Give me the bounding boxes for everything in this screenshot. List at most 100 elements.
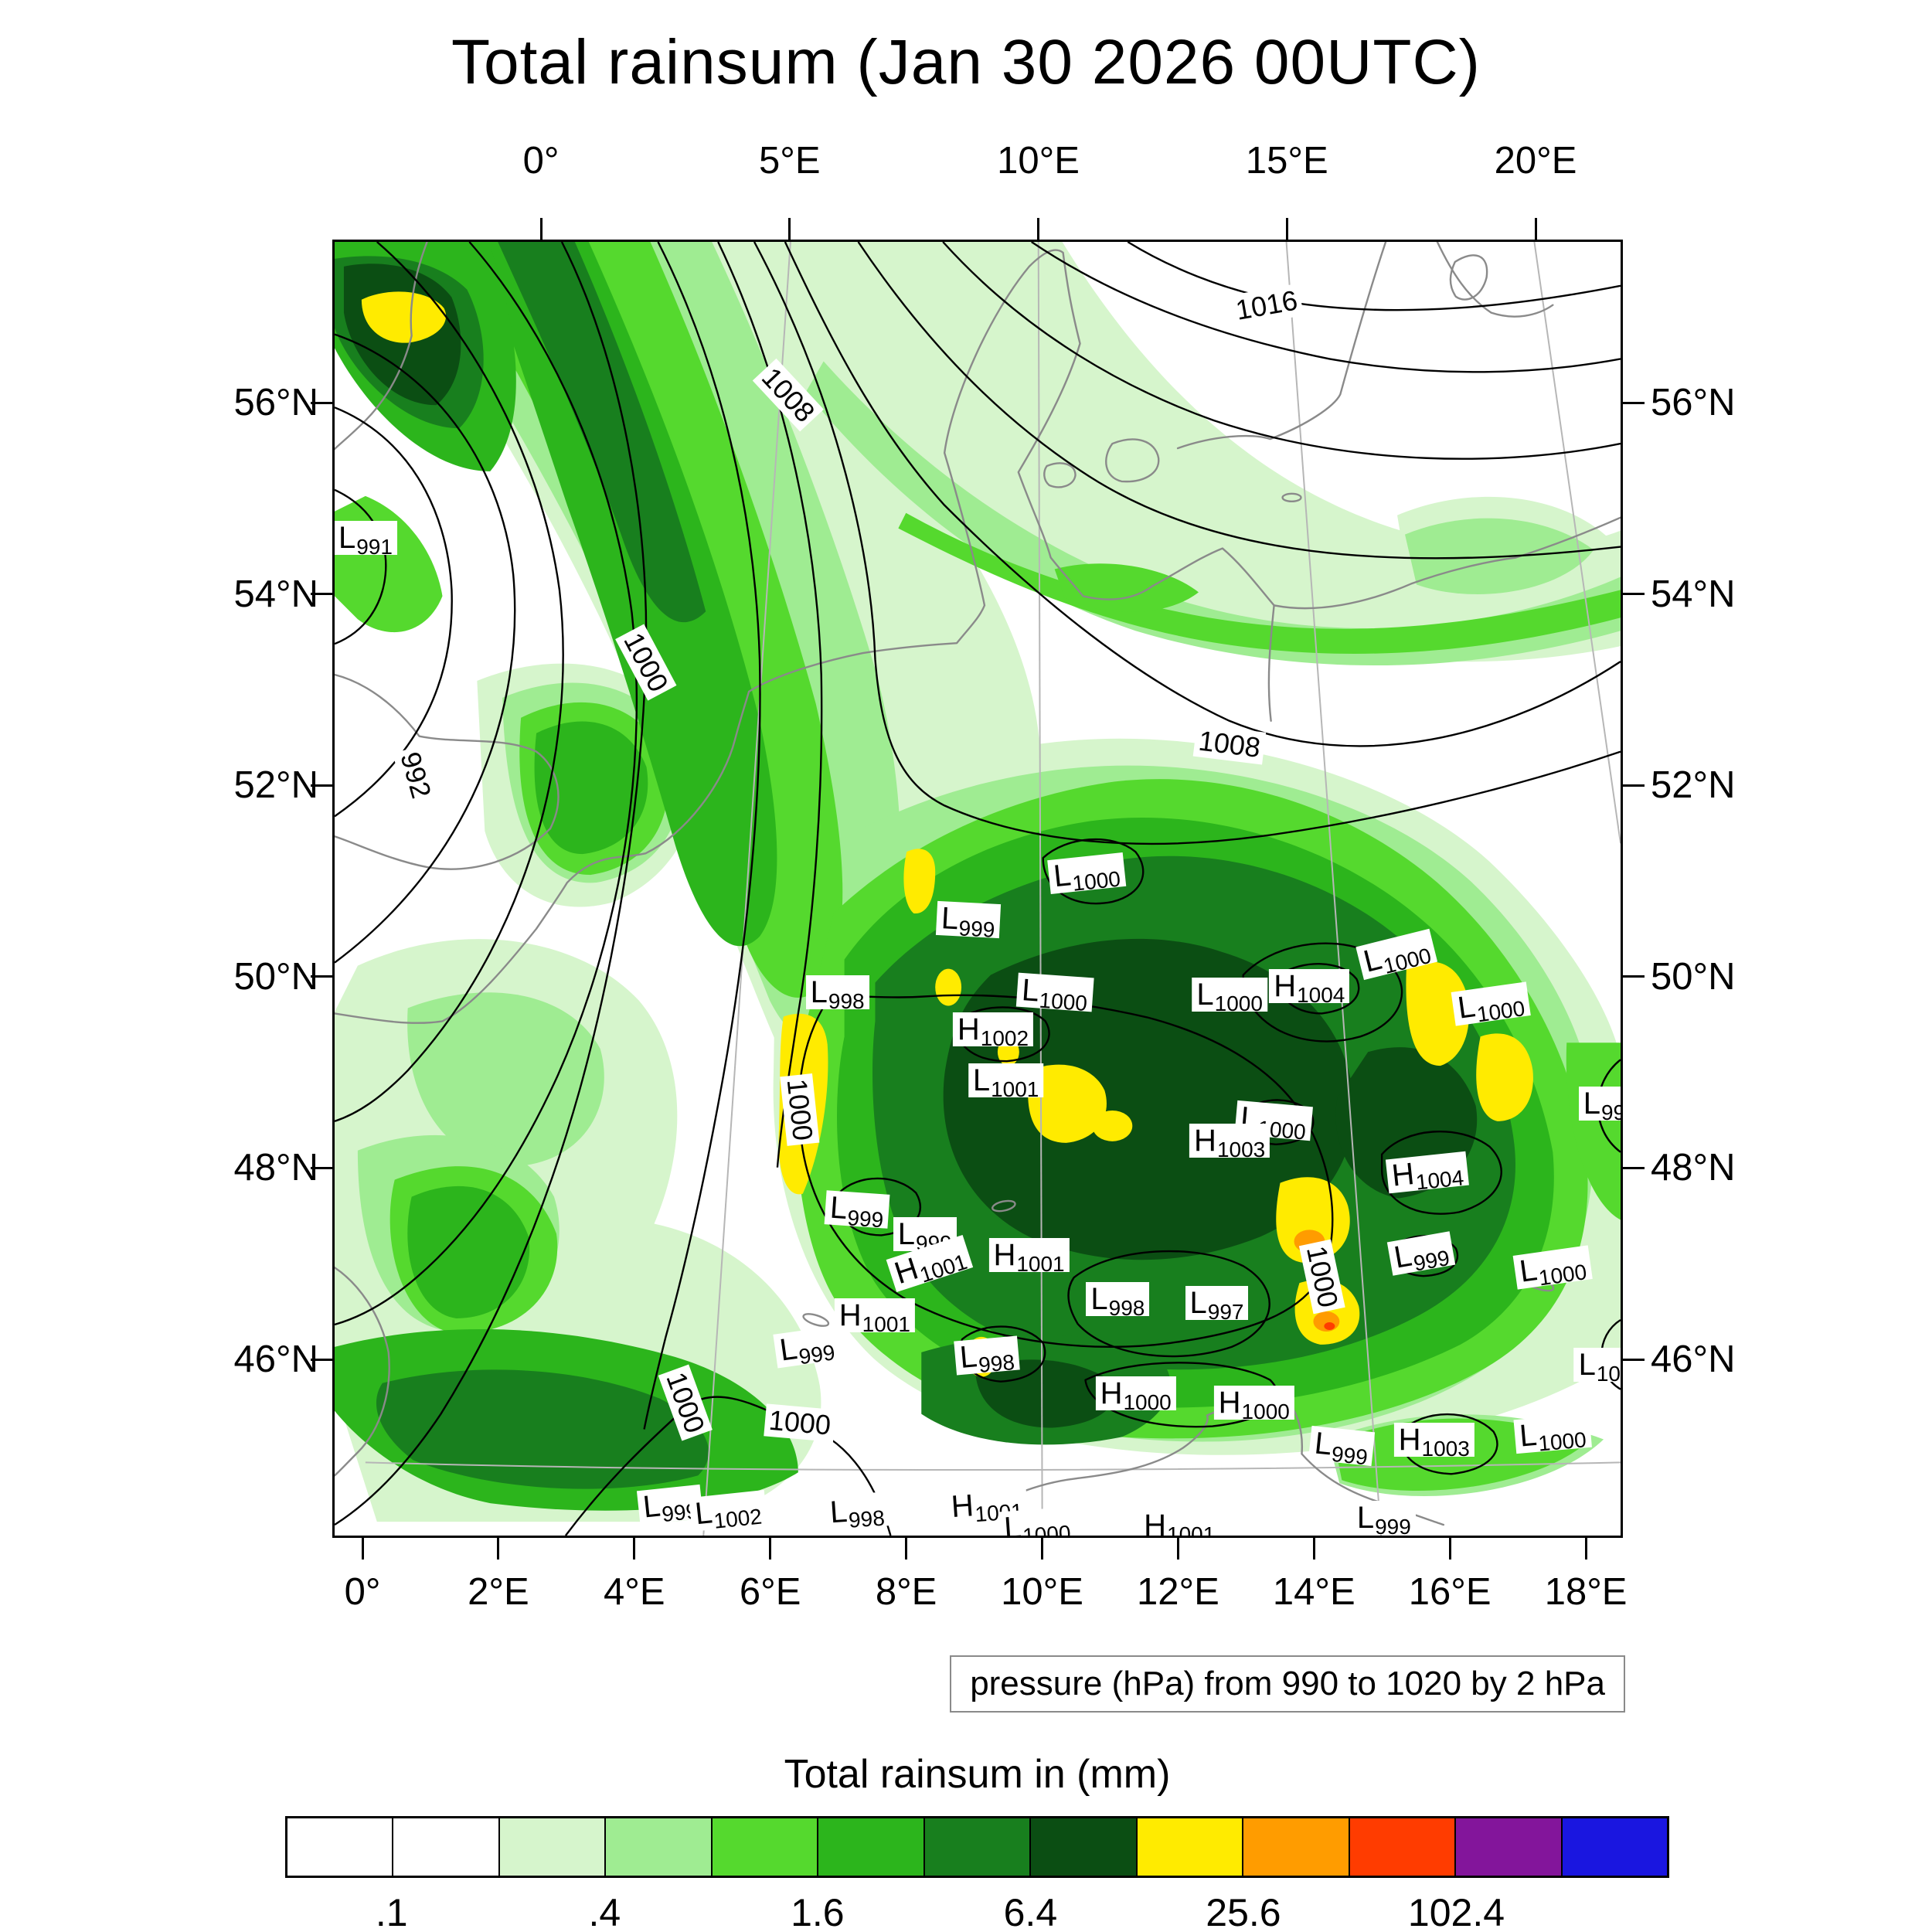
pressure-center-letter: L [810, 975, 828, 1009]
pressure-center-letter: H [1144, 1508, 1167, 1538]
pressure-center-label: L999 [1308, 1426, 1375, 1470]
colorbar-tick-label: .4 [588, 1891, 621, 1932]
axis-tick-right [1623, 784, 1645, 787]
axis-tick-left [311, 593, 332, 596]
pressure-center-label: L1000 [1192, 978, 1267, 1016]
axis-tick-label-right: 46°N [1651, 1338, 1736, 1380]
axis-tick-label-bottom: 0° [344, 1571, 381, 1613]
axis-tick-top [788, 218, 791, 240]
pressure-center-letter: L [1090, 1281, 1108, 1316]
colorbar-segment [604, 1818, 711, 1876]
axis-tick-right [1623, 1358, 1645, 1361]
pressure-center-value: 1000 [1214, 992, 1263, 1016]
axis-tick-label-top: 20°E [1494, 140, 1577, 182]
pressure-center-label: L998 [824, 1492, 889, 1532]
pressure-note-box: pressure (hPa) from 990 to 1020 by 2 hPa [950, 1655, 1625, 1713]
pressure-center-label: L998 [1086, 1281, 1150, 1318]
pressure-center-label: L998 [953, 1335, 1020, 1378]
pressure-center-label: L999 [1352, 1500, 1416, 1536]
axis-tick-left [311, 1358, 332, 1361]
pressure-center-letter: L [1356, 1500, 1375, 1535]
pressure-center-value: 999 [797, 1339, 837, 1369]
pressure-center-label: L997 [1185, 1285, 1249, 1322]
colorbar-segment [1348, 1818, 1455, 1876]
pressure-center-label: H1003 [1189, 1124, 1270, 1161]
pressure-center-value: 1004 [1414, 1165, 1466, 1195]
pressure-center-letter: H [993, 1237, 1016, 1272]
pressure-center-label: H1000 [1213, 1385, 1294, 1423]
pressure-center-value: 998 [828, 988, 865, 1013]
pressure-center-label: L999 [936, 901, 1002, 942]
colorbar-tick-label: .1 [375, 1891, 408, 1932]
colorbar-segment [1454, 1818, 1561, 1876]
pressure-center-value: 998 [977, 1350, 1015, 1378]
pressure-center-letter: H [838, 1298, 862, 1333]
axis-tick-label-right: 54°N [1651, 573, 1736, 615]
pressure-center-letter: H [1274, 968, 1297, 1003]
pressure-center-letter: L [1196, 978, 1214, 1012]
axis-tick-label-bottom: 4°E [604, 1571, 665, 1613]
axis-tick-label-right: 50°N [1651, 955, 1736, 998]
pressure-center-letter: H [1100, 1376, 1123, 1410]
pressure-center-letter: L [1583, 1086, 1600, 1121]
axis-tick-label-bottom: 18°E [1544, 1571, 1628, 1613]
colorbar-segment [817, 1818, 923, 1876]
colorbar-tick-label: 25.6 [1206, 1891, 1281, 1932]
pressure-center-label: L1000 [1015, 972, 1094, 1015]
colorbar-tick-label: 1.6 [791, 1891, 845, 1932]
axis-tick-label-bottom: 16°E [1408, 1571, 1492, 1613]
colorbar [285, 1816, 1669, 1878]
pressure-center-letter: L [641, 1488, 662, 1525]
axis-tick-label-top: 5°E [758, 140, 821, 182]
axis-tick-label-bottom: 8°E [875, 1571, 937, 1613]
axis-tick-left [311, 784, 332, 787]
axis-tick-bottom [1176, 1538, 1179, 1560]
axis-tick-label-right: 48°N [1651, 1147, 1736, 1189]
pressure-center-letter: L [1189, 1285, 1207, 1320]
colorbar-segment [923, 1818, 1030, 1876]
axis-tick-label-right: 52°N [1651, 764, 1736, 807]
pressure-center-label: H1004 [1269, 968, 1350, 1005]
pressure-center-letter: H [1398, 1423, 1421, 1458]
pressure-center-letter: H [1218, 1385, 1241, 1420]
pressure-center-letter: L [1002, 1510, 1022, 1538]
pressure-center-label: L1000 [998, 1506, 1076, 1538]
pressure-center-letter: L [1455, 989, 1478, 1026]
pressure-center-value: 999 [1600, 1100, 1621, 1124]
pressure-center-value: 998 [1108, 1295, 1145, 1320]
axis-tick-bottom [1041, 1538, 1043, 1560]
axis-tick-label-left: 54°N [233, 573, 318, 615]
axis-tick-label-left: 48°N [233, 1147, 318, 1189]
pressure-center-label: H1001 [1139, 1508, 1220, 1538]
pressure-center-value: 1000 [1536, 1427, 1587, 1456]
pressure-center-value: 999 [845, 1206, 884, 1233]
pressure-center-label: H1002 [952, 1012, 1034, 1049]
axis-tick-left [311, 401, 332, 404]
axis-tick-label-top: 0° [522, 140, 560, 182]
pressure-center-letter: L [828, 1190, 849, 1226]
pressure-center-value: 1000 [1241, 1399, 1290, 1423]
pressure-center-value: 1001 [1167, 1522, 1216, 1538]
colorbar-segment [1242, 1818, 1349, 1876]
pressure-center-letter: H [1194, 1124, 1216, 1158]
pressure-center-value: 999 [958, 916, 996, 942]
pressure-center-label: L1000 [1047, 852, 1127, 896]
pressure-center-letter: L [1052, 858, 1073, 894]
pressure-center-label: H1001 [834, 1298, 915, 1335]
pressure-center-letter: L [1020, 972, 1040, 1009]
pressure-center-value: 1000 [1071, 866, 1122, 896]
axis-tick-label-left: 56°N [233, 382, 318, 423]
pressure-center-value: 1003 [1421, 1437, 1470, 1461]
axis-tick-label-bottom: 14°E [1272, 1571, 1355, 1613]
axis-tick-label-left: 46°N [233, 1338, 318, 1380]
pressure-center-letter: L [1518, 1417, 1539, 1454]
axis-tick-label-bottom: 2°E [468, 1571, 529, 1613]
pressure-center-letter: L [897, 1216, 916, 1251]
colorbar-segment [498, 1818, 605, 1876]
axis-tick-bottom [1312, 1538, 1315, 1560]
pressure-center-label: L998 [805, 975, 869, 1012]
pressure-center-label: L1000 [1573, 1348, 1621, 1385]
pressure-center-letter: H [890, 1251, 923, 1291]
colorbar-segment [1029, 1818, 1136, 1876]
